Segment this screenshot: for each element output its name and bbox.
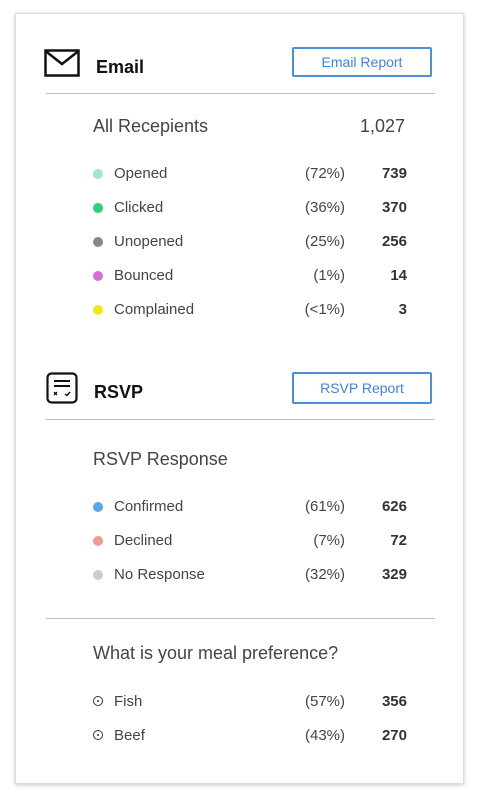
envelope-icon <box>44 49 80 82</box>
email-stat-row-unopened: Unopened (25%) 256 <box>93 232 407 252</box>
email-stat-label: Bounced <box>114 267 174 284</box>
all-recipients-label: All Recepients <box>93 116 209 136</box>
radio-option-icon <box>93 696 103 706</box>
rsvp-stat-label: Declined <box>114 532 173 549</box>
rsvp-stat-percent: (61%) <box>304 498 345 515</box>
rsvp-stat-row-declined: Declined (7%) 72 <box>93 531 407 551</box>
email-stat-percent: (72%) <box>304 165 345 182</box>
email-stat-label: Opened <box>114 165 168 182</box>
no-response-dot-icon <box>93 570 103 580</box>
rsvp-stat-label: No Response <box>114 566 205 583</box>
email-stat-count: 3 <box>398 301 407 318</box>
rsvp-divider <box>46 419 435 420</box>
rsvp-stat-percent: (32%) <box>304 566 345 583</box>
stats-card: Email Email Report All Recepients 1,027 … <box>15 13 464 784</box>
meal-option-row-fish: Fish (57%) 356 <box>93 692 407 712</box>
meal-divider <box>46 618 435 619</box>
email-stat-row-clicked: Clicked (36%) 370 <box>93 198 407 218</box>
email-stat-label: Complained <box>114 301 195 318</box>
email-stat-label: Clicked <box>114 199 164 216</box>
rsvp-card-icon <box>46 372 78 409</box>
rsvp-stat-count: 329 <box>381 566 407 583</box>
opened-dot-icon <box>93 169 103 179</box>
email-stat-label: Unopened <box>114 233 184 250</box>
email-stat-count: 370 <box>381 199 407 216</box>
meal-question: What is your meal preference? <box>93 643 339 663</box>
email-stat-row-opened: Opened (72%) 739 <box>93 164 407 184</box>
email-report-button[interactable]: Email Report <box>292 47 432 77</box>
email-stat-percent: (<1%) <box>304 301 345 318</box>
declined-dot-icon <box>93 536 103 546</box>
radio-option-icon <box>93 730 103 740</box>
unopened-dot-icon <box>93 237 103 247</box>
email-divider <box>46 93 435 94</box>
meal-option-percent: (43%) <box>304 727 345 744</box>
meal-option-count: 356 <box>381 693 407 710</box>
email-stat-percent: (36%) <box>304 199 345 216</box>
rsvp-stat-count: 72 <box>390 532 407 549</box>
email-stat-row-complained: Complained (<1%) 3 <box>93 300 407 320</box>
email-stat-row-bounced: Bounced (1%) 14 <box>93 266 407 286</box>
complained-dot-icon <box>93 305 103 315</box>
rsvp-section-title: RSVP <box>94 382 144 402</box>
rsvp-section-header: RSVP RSVP Report <box>16 372 463 412</box>
email-stat-percent: (1%) <box>313 267 345 284</box>
email-section-title: Email <box>96 57 145 77</box>
rsvp-report-button[interactable]: RSVP Report <box>292 372 432 404</box>
meal-option-count: 270 <box>381 727 407 744</box>
bounced-dot-icon <box>93 271 103 281</box>
rsvp-response-label: RSVP Response <box>93 449 228 469</box>
email-stat-percent: (25%) <box>304 233 345 250</box>
email-section-header: Email Email Report <box>16 47 463 87</box>
rsvp-stat-count: 626 <box>381 498 407 515</box>
rsvp-stat-label: Confirmed <box>114 498 184 515</box>
rsvp-stat-percent: (7%) <box>313 532 345 549</box>
rsvp-stat-row-no-response: No Response (32%) 329 <box>93 565 407 585</box>
meal-option-label: Fish <box>114 693 143 710</box>
all-recipients-value: 1,027 <box>359 116 405 136</box>
email-stat-count: 739 <box>381 165 407 182</box>
meal-option-percent: (57%) <box>304 693 345 710</box>
email-stat-count: 256 <box>381 233 407 250</box>
meal-option-label: Beef <box>114 727 145 744</box>
confirmed-dot-icon <box>93 502 103 512</box>
meal-option-row-beef: Beef (43%) 270 <box>93 726 407 746</box>
clicked-dot-icon <box>93 203 103 213</box>
email-stat-count: 14 <box>390 267 407 284</box>
rsvp-stat-row-confirmed: Confirmed (61%) 626 <box>93 497 407 517</box>
